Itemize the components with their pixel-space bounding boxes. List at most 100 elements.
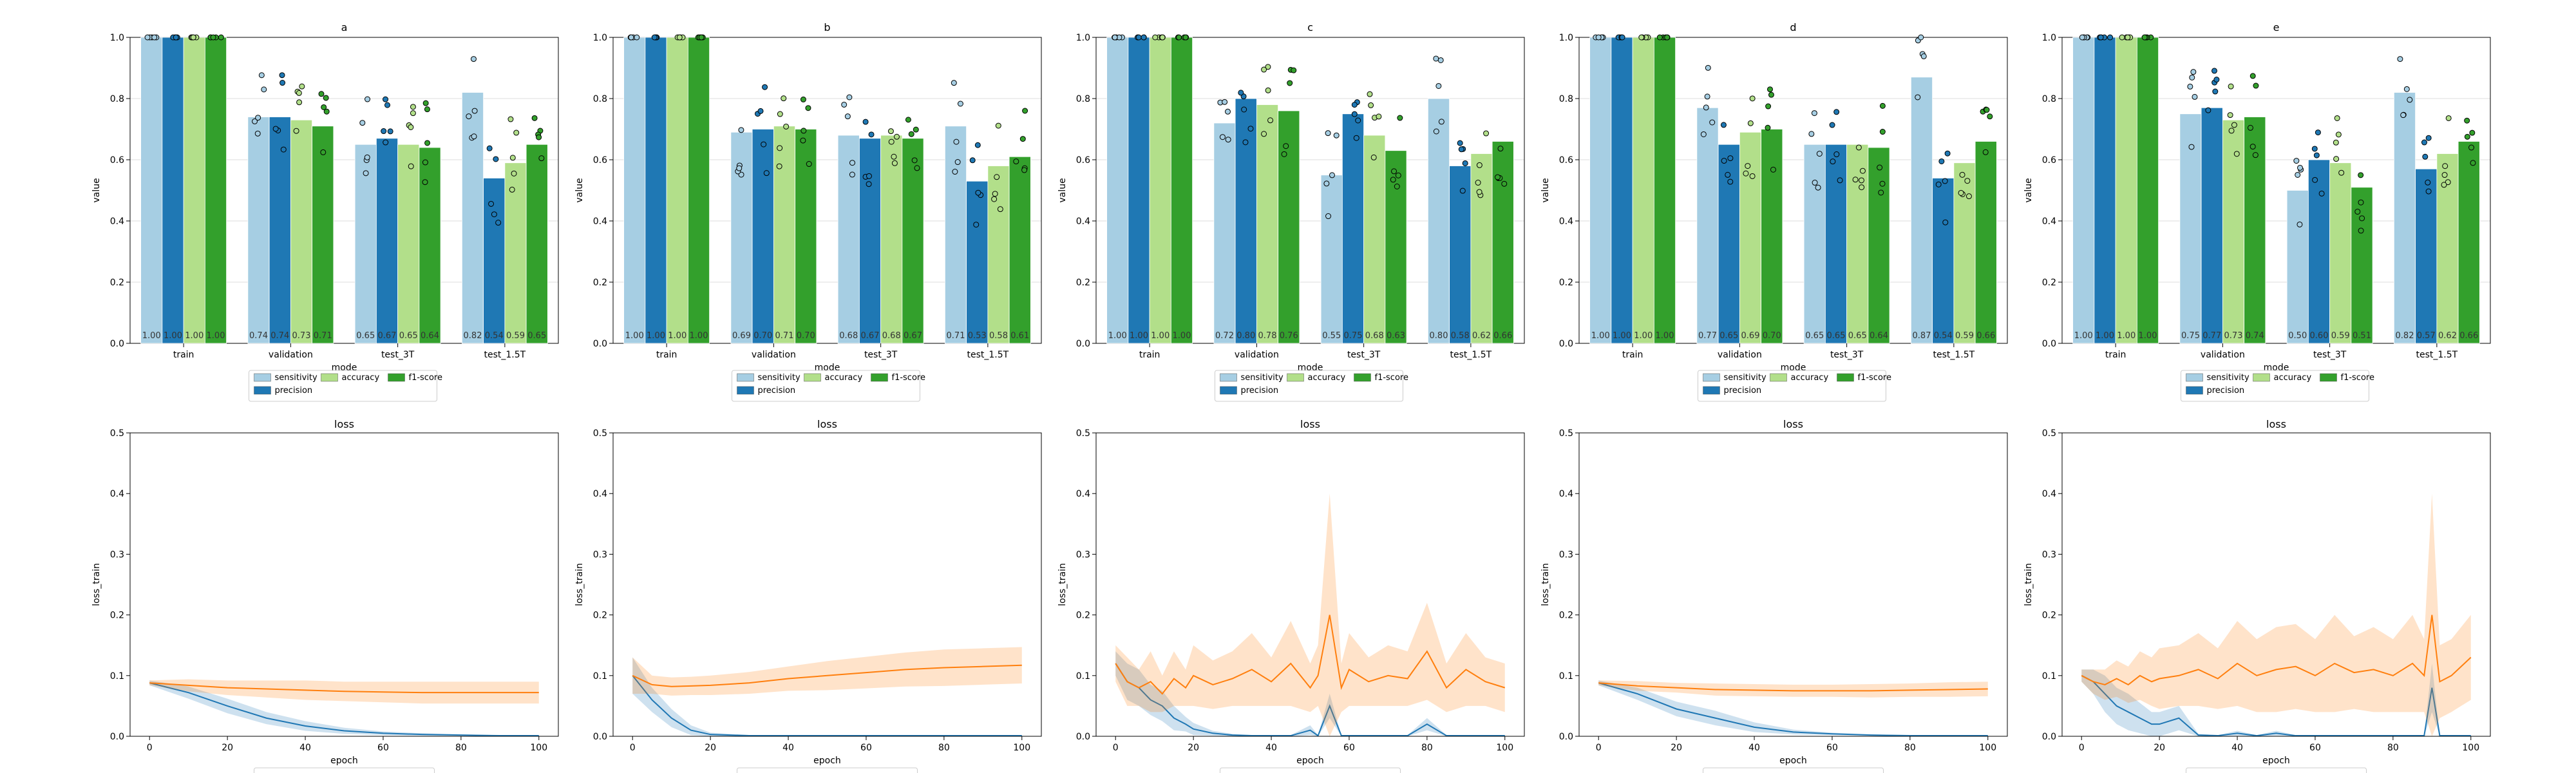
plot-frame: [1095, 37, 1525, 344]
fold-point: [800, 96, 806, 102]
loss-panel-c-loss: 0.0 0.1 0.2 0.3 0.4 0.5 0 20 40 60 80 100 loss epoch l…: [1057, 418, 1525, 773]
bar-value-label: 1.00: [668, 331, 687, 341]
bar-accuracy: [290, 119, 313, 344]
fold-point: [1495, 174, 1501, 180]
fold-point: [151, 34, 158, 41]
fold-point: [1391, 168, 1397, 175]
bar-value-label: 0.59: [1955, 331, 1974, 341]
bar-value-label: 1.00: [164, 331, 182, 341]
fold-point: [1829, 122, 1835, 128]
bar-sensitivity: [247, 117, 270, 344]
bar-value-label: 0.71: [314, 331, 332, 341]
y-tick-label: 0.0: [593, 339, 607, 349]
y-tick-label: 0.0: [2042, 339, 2056, 349]
fold-point: [1219, 134, 1226, 140]
bar-value-label: 1.00: [2139, 331, 2157, 341]
y-axis-label: value: [2023, 178, 2034, 202]
fold-point: [279, 80, 286, 86]
fold-point: [1837, 177, 1843, 184]
fold-point: [841, 101, 848, 108]
legend-swatch-precision: [1703, 386, 1720, 395]
fold-point: [2125, 34, 2131, 41]
fold-point: [891, 160, 898, 166]
fold-point: [1390, 177, 1396, 183]
bar-sensitivity: [1320, 175, 1343, 344]
fold-point: [323, 95, 329, 101]
y-tick-label: 0.0: [110, 732, 124, 742]
bar-precision: [1235, 98, 1257, 344]
bar-sensitivity: [2072, 37, 2095, 344]
bar-f1-score: [204, 37, 227, 344]
fold-point: [2249, 144, 2256, 150]
fold-point: [762, 84, 768, 90]
fold-point: [2190, 69, 2197, 75]
legend-label-precision: precision: [2207, 386, 2245, 396]
fold-point: [254, 130, 261, 137]
fold-point: [1394, 184, 1400, 190]
bar-accuracy: [2329, 162, 2352, 344]
fold-point: [1727, 178, 1734, 185]
y-tick-label: 0.2: [1559, 278, 1573, 288]
x-tick-label: 0: [1113, 743, 1119, 753]
bar-accuracy: [2115, 37, 2137, 344]
fold-point: [261, 86, 267, 93]
fold-point: [736, 165, 743, 171]
bar-sensitivity: [1213, 122, 1236, 344]
fold-point: [757, 108, 764, 114]
fold-point: [422, 159, 428, 166]
y-tick-label: 0.4: [110, 216, 124, 227]
fold-point: [2213, 77, 2220, 83]
fold-point: [2469, 129, 2476, 136]
fold-point: [1768, 91, 1774, 98]
bar-accuracy: [1739, 131, 1762, 344]
bar-value-label: 0.67: [861, 331, 880, 341]
fold-point: [1368, 102, 1374, 108]
fold-point: [891, 153, 897, 160]
loss-line: [2081, 674, 2471, 737]
fold-point: [2252, 152, 2259, 158]
fold-point: [296, 90, 302, 96]
loss-panel-d-loss: 0.0 0.1 0.2 0.3 0.4 0.5 0 20 40 60 80 100 loss epoch l…: [1540, 418, 2008, 773]
fold-point: [953, 138, 960, 145]
fold-point: [1021, 167, 1028, 173]
legend-swatch-f1-score: [388, 373, 405, 382]
bar-panel-c: 0.00.20.40.60.81.0c1.00 1.00 1.00 1.00train…: [1057, 21, 1525, 402]
x-tick-label: 40: [2231, 743, 2243, 753]
fold-point: [1812, 180, 1818, 186]
fold-point: [777, 111, 783, 117]
legend-label-sensitivity: sensitivity: [1724, 373, 1767, 383]
bar-sensitivity: [140, 37, 163, 344]
fold-point: [2338, 169, 2345, 176]
fold-point: [1938, 158, 1945, 164]
bar-f1-score: [312, 126, 334, 344]
fold-point: [2464, 133, 2470, 140]
bar-precision: [1932, 178, 1955, 344]
y-tick-label: 0.5: [2042, 428, 2056, 439]
legend-swatch-sensitivity: [2186, 373, 2203, 382]
fold-point: [144, 34, 151, 41]
bar-value-label: 0.77: [1698, 331, 1717, 341]
bar-value-label: 0.62: [1472, 331, 1491, 341]
bar-accuracy: [666, 37, 688, 344]
legend-swatch-accuracy: [1770, 373, 1787, 382]
x-tick-label: 20: [1671, 743, 1682, 753]
bar-value-label: 0.65: [1719, 331, 1738, 341]
y-tick-label: 0.6: [1076, 155, 1090, 166]
fold-point: [905, 117, 911, 123]
bar-sensitivity: [1910, 77, 1933, 344]
y-tick-label: 0.0: [1559, 339, 1573, 349]
fold-point: [2247, 124, 2253, 131]
fold-point: [1022, 108, 1028, 114]
fold-point: [1944, 150, 1951, 157]
y-tick-label: 0.1: [110, 671, 124, 682]
bar-value-label: 0.66: [1493, 331, 1512, 341]
fold-point: [1433, 128, 1439, 135]
loss-line: [2081, 615, 2472, 686]
fold-point: [628, 34, 634, 41]
legend-swatch-f1-score: [871, 373, 888, 382]
fold-point: [1811, 110, 1817, 117]
bar-value-label: 0.65: [399, 331, 418, 341]
fold-point: [1704, 93, 1710, 100]
fold-point: [1367, 91, 1373, 97]
fold-point: [173, 34, 179, 41]
